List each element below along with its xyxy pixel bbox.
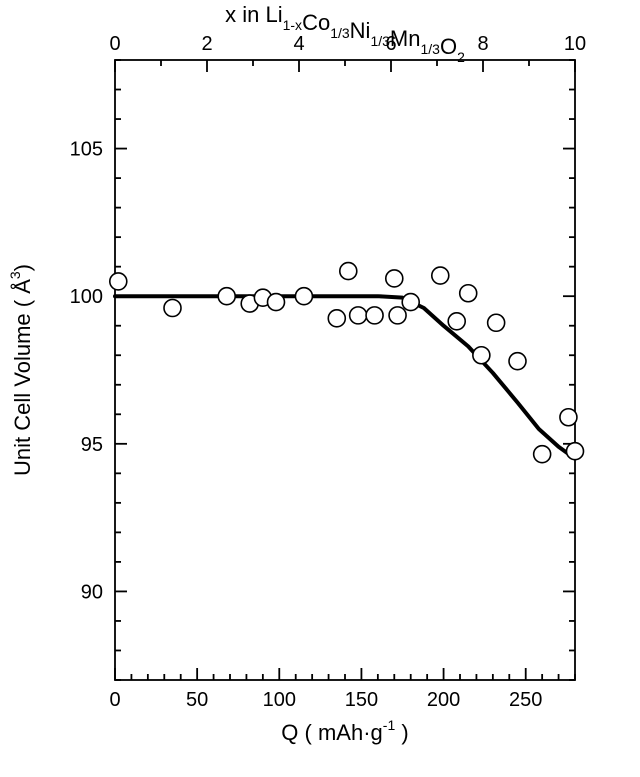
bottom-axis-labels: 0 50 100 150 200 250 [109,689,542,711]
bottom-tick-label: 100 [263,689,296,711]
top-tick-label: 2 [201,33,212,55]
top-tick-label: 8 [477,33,488,55]
bottom-tick-label: 200 [427,689,460,711]
bottom-tick-label: 50 [186,689,208,711]
plot-frame [115,60,575,680]
bottom-tick-label: 250 [509,689,542,711]
left-tick-label: 100 [70,286,103,308]
left-tick-label: 90 [81,581,103,603]
left-axis-labels: 90 95 100 105 [70,139,103,604]
left-tick-label: 105 [70,139,103,161]
left-axis-ticks [115,60,127,680]
bottom-tick-label: 0 [109,689,120,711]
top-axis-title-text: x in Li1-xCo1/3Ni1/3Mn1/3O2 [225,2,465,65]
top-axis-title: x in Li1-xCo1/3Ni1/3Mn1/3O2 [225,2,465,65]
left-tick-label: 95 [81,434,103,456]
top-tick-label: 10 [564,33,586,55]
bottom-axis-title-text: Q ( mAh·g-1 ) [281,717,408,745]
bottom-axis-title: Q ( mAh·g-1 ) [281,717,408,745]
top-tick-label: 0 [109,33,120,55]
bottom-tick-label: 150 [345,689,378,711]
data-markers [110,263,584,463]
bottom-axis-ticks [115,668,575,680]
top-axis-ticks [115,60,575,72]
left-axis-title: Unit Cell Volume ( Å3) [7,264,35,476]
right-axis-ticks [563,60,575,680]
top-tick-label: 4 [293,33,304,55]
left-axis-title-text: Unit Cell Volume ( Å3) [7,264,35,476]
